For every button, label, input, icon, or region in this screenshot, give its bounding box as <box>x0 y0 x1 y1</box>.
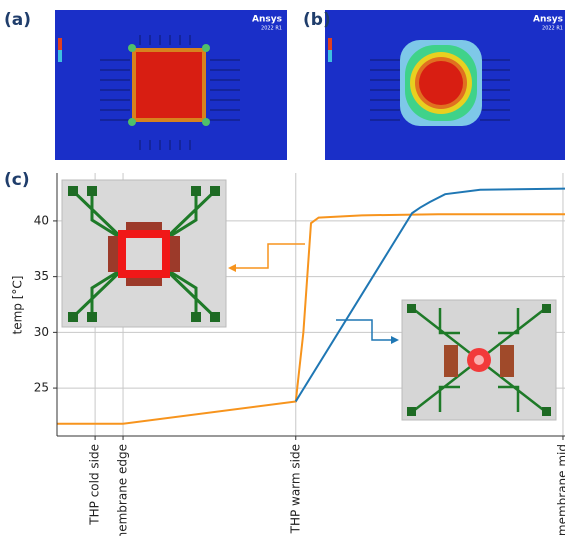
panel-b-image <box>325 10 565 160</box>
x-tick-label: membrane edge <box>116 444 130 536</box>
inset-device-1 <box>62 180 226 327</box>
version: 2022 R1 <box>542 26 563 32</box>
brand: Ansys <box>252 15 282 25</box>
y-tick-label: 30 <box>34 325 49 339</box>
panel-label: (c) <box>4 170 30 190</box>
brand: Ansys <box>533 15 563 25</box>
version: 2022 R1 <box>261 26 282 32</box>
panel-label: (b) <box>303 10 331 30</box>
arrow <box>232 244 305 268</box>
x-tick-label: THP warm side <box>288 444 302 534</box>
panel-a-image <box>55 10 287 160</box>
inset-device-2 <box>402 300 556 420</box>
y-tick-label: 35 <box>34 269 49 283</box>
y-tick-label: 40 <box>34 213 49 227</box>
arrowhead <box>391 336 399 344</box>
panel-label: (a) <box>4 10 31 30</box>
y-axis-label: temp [°C] <box>11 276 25 335</box>
y-tick-label: 25 <box>34 381 49 395</box>
x-tick-label: THP cold side <box>88 444 102 526</box>
figure: (a) Ansys 2022 R1 (b) Ansys 2022 R1 (c) … <box>0 0 565 536</box>
x-tick-label: membrane mid <box>555 444 565 536</box>
arrowhead <box>228 264 236 272</box>
